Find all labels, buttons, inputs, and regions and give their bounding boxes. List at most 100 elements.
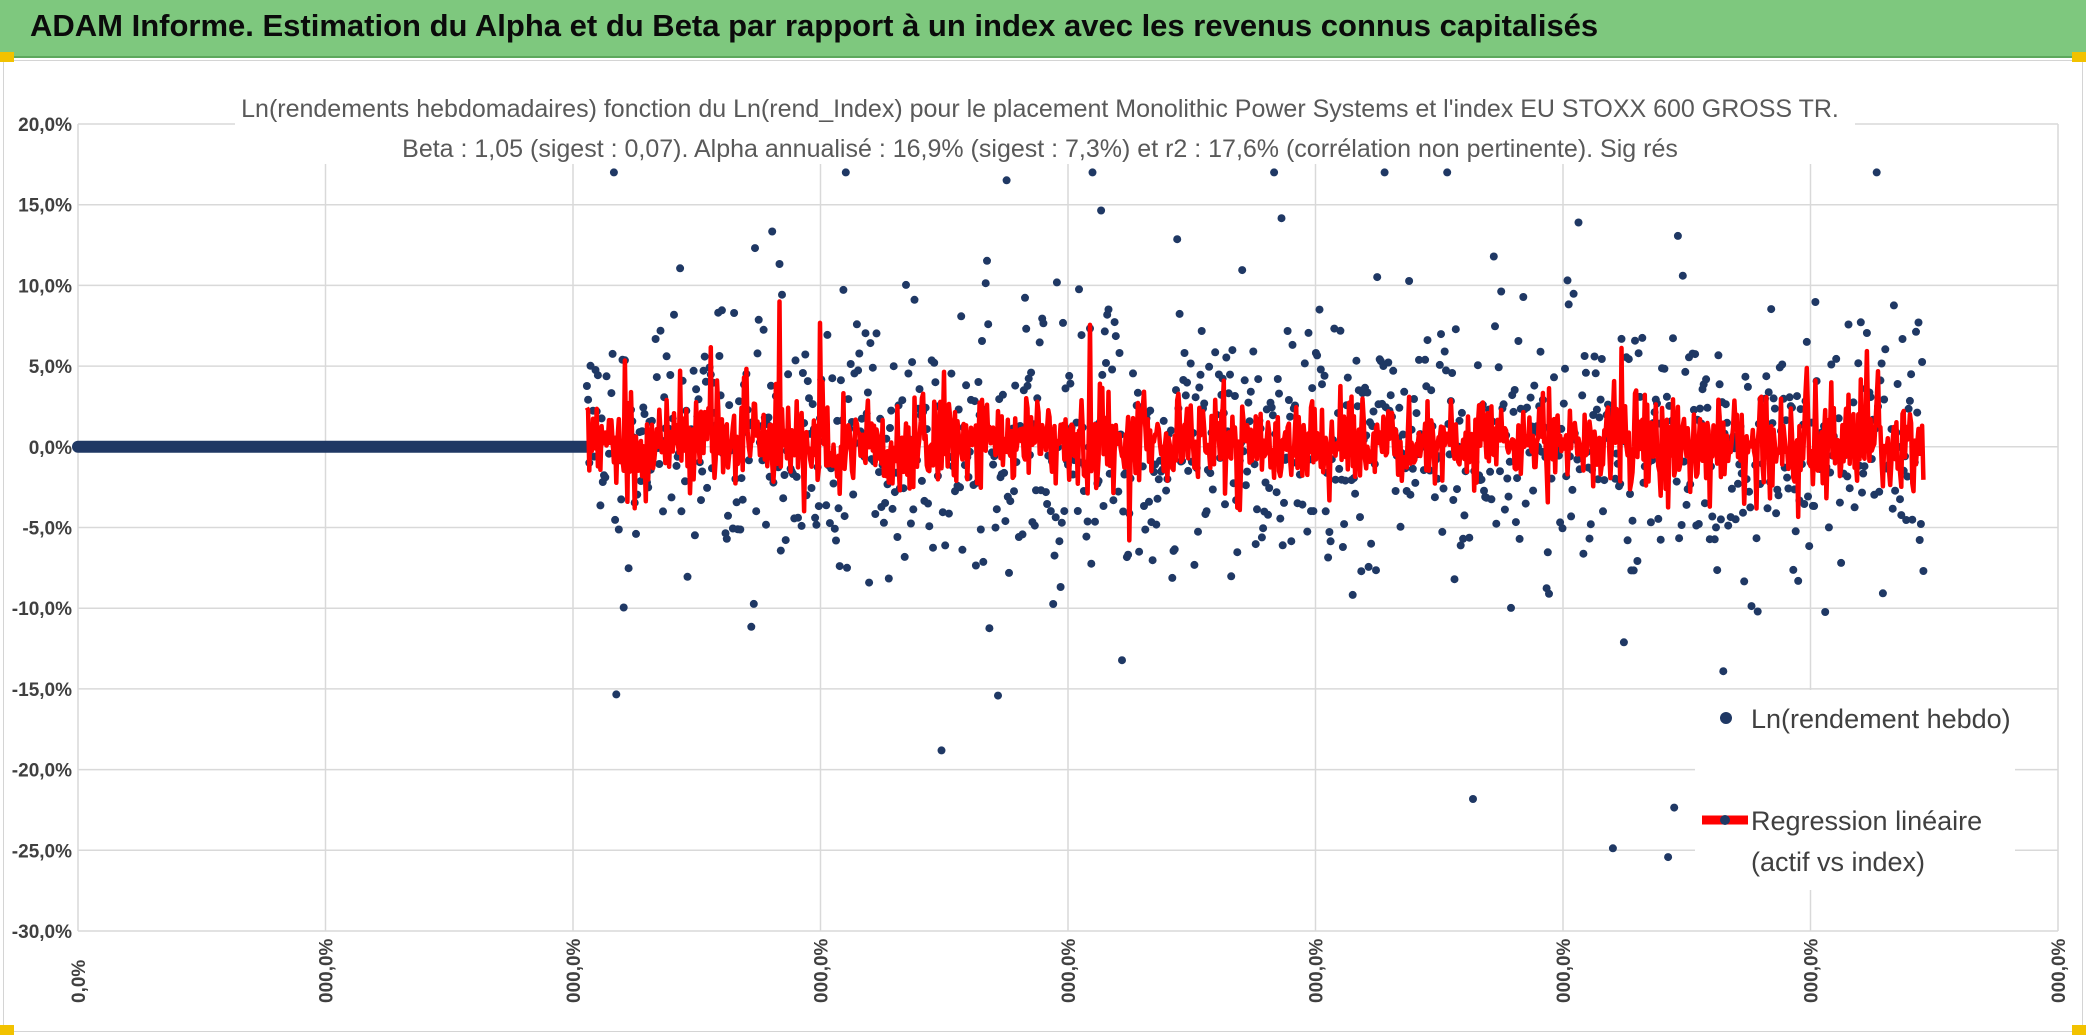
data-point bbox=[944, 509, 953, 518]
data-point bbox=[1455, 416, 1464, 425]
data-point bbox=[1521, 499, 1530, 508]
data-point bbox=[1099, 502, 1108, 510]
data-point bbox=[1335, 464, 1344, 473]
data-point bbox=[1104, 305, 1113, 314]
data-point bbox=[1073, 507, 1082, 515]
data-point bbox=[1913, 408, 1922, 417]
legend-scatter-marker bbox=[1720, 712, 1732, 724]
data-point bbox=[1102, 359, 1110, 367]
data-point bbox=[1491, 322, 1499, 331]
data-point bbox=[1440, 347, 1449, 356]
data-point bbox=[1834, 414, 1843, 423]
data-point bbox=[1510, 386, 1519, 394]
x-tick-label: 0,0% bbox=[69, 960, 90, 1003]
data-point bbox=[1628, 516, 1637, 525]
data-point bbox=[1567, 512, 1576, 521]
data-point bbox=[884, 574, 893, 583]
resize-handle-bottom-left[interactable] bbox=[0, 1025, 14, 1035]
data-point bbox=[1654, 514, 1663, 523]
data-point bbox=[1843, 472, 1852, 481]
data-point bbox=[1308, 384, 1317, 393]
data-point bbox=[812, 520, 821, 529]
data-point bbox=[1423, 336, 1432, 345]
resize-handle-top-left[interactable] bbox=[0, 52, 14, 62]
data-point bbox=[1195, 383, 1204, 392]
data-point bbox=[1046, 507, 1055, 516]
data-point bbox=[797, 521, 806, 530]
data-point bbox=[749, 599, 758, 608]
data-point bbox=[991, 523, 1000, 532]
data-point bbox=[1243, 467, 1252, 476]
data-point bbox=[1148, 556, 1157, 565]
data-point bbox=[1712, 523, 1720, 532]
data-point bbox=[924, 499, 932, 508]
data-point bbox=[893, 533, 902, 541]
data-point bbox=[753, 349, 762, 358]
data-point bbox=[744, 456, 753, 465]
data-point bbox=[1877, 359, 1886, 368]
resize-handle-bottom-right[interactable] bbox=[2072, 1025, 2086, 1035]
data-point bbox=[1702, 375, 1711, 384]
data-point bbox=[1719, 667, 1728, 676]
data-point bbox=[1141, 525, 1150, 534]
data-point bbox=[834, 504, 843, 513]
data-point bbox=[1197, 327, 1206, 335]
data-point bbox=[1181, 391, 1190, 400]
data-point bbox=[1681, 367, 1690, 376]
data-point bbox=[1075, 285, 1083, 294]
data-point bbox=[1888, 504, 1897, 513]
data-point bbox=[609, 168, 618, 177]
data-point bbox=[1288, 340, 1297, 349]
data-point bbox=[1845, 484, 1854, 493]
data-point bbox=[1844, 320, 1853, 329]
data-point bbox=[879, 518, 888, 527]
data-point bbox=[1230, 392, 1239, 400]
data-point bbox=[956, 483, 964, 492]
data-point bbox=[1721, 400, 1730, 409]
data-point bbox=[639, 403, 648, 412]
data-point bbox=[1173, 235, 1182, 244]
data-point bbox=[1492, 519, 1501, 528]
data-point bbox=[1270, 168, 1279, 177]
data-point bbox=[1804, 492, 1812, 501]
data-point bbox=[1033, 394, 1042, 403]
data-point bbox=[1753, 607, 1762, 616]
data-point bbox=[1713, 566, 1722, 575]
data-point bbox=[1727, 484, 1736, 493]
data-point bbox=[1752, 534, 1761, 543]
data-point bbox=[1660, 364, 1669, 373]
data-point bbox=[1629, 566, 1638, 575]
data-point bbox=[636, 477, 645, 485]
data-point bbox=[1569, 289, 1578, 298]
data-point bbox=[929, 543, 937, 552]
data-point bbox=[1224, 389, 1233, 398]
data-point bbox=[1191, 393, 1200, 402]
y-tick-label: -25,0% bbox=[12, 841, 72, 862]
data-point bbox=[1789, 565, 1798, 574]
data-point bbox=[931, 378, 940, 387]
data-point bbox=[803, 377, 812, 386]
data-point bbox=[1309, 507, 1318, 516]
data-point bbox=[1672, 477, 1681, 486]
data-point bbox=[1646, 518, 1655, 527]
data-point bbox=[722, 534, 731, 543]
data-point bbox=[1343, 373, 1352, 382]
data-point bbox=[715, 352, 724, 360]
data-point bbox=[732, 498, 741, 507]
data-point bbox=[1082, 532, 1091, 541]
data-point bbox=[1222, 353, 1231, 362]
data-point bbox=[1427, 386, 1436, 395]
resize-handle-top-right[interactable] bbox=[2072, 52, 2086, 62]
data-point bbox=[825, 519, 834, 528]
data-point bbox=[1396, 522, 1405, 531]
data-point bbox=[1386, 391, 1395, 400]
data-point bbox=[1108, 365, 1117, 374]
data-point bbox=[835, 562, 844, 571]
data-point bbox=[779, 494, 788, 503]
data-point bbox=[781, 536, 790, 545]
data-point bbox=[1202, 507, 1211, 516]
data-point bbox=[1456, 541, 1465, 550]
data-point bbox=[857, 414, 866, 423]
data-point bbox=[1832, 354, 1841, 363]
